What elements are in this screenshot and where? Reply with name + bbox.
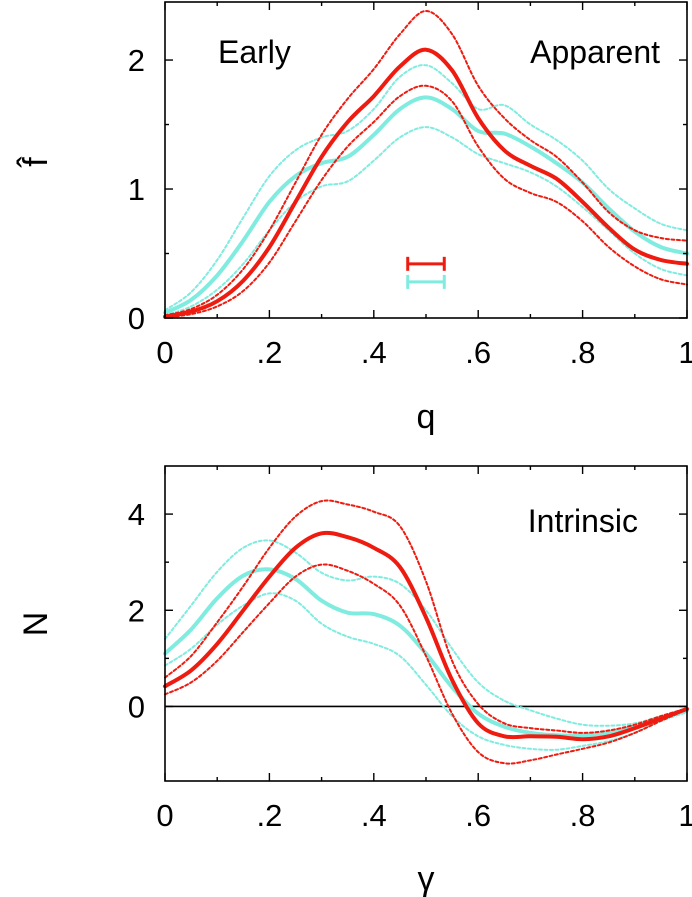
x-axis-label: γ — [418, 860, 435, 897]
x-tick-label: .6 — [465, 798, 491, 833]
y-axis-label: f̂ — [16, 156, 55, 168]
x-tick-label: 1 — [678, 335, 692, 370]
series-red-upper — [164, 499, 688, 734]
x-tick-label: 1 — [678, 798, 692, 833]
x-tick-label: .8 — [570, 798, 596, 833]
labels-layer: 0 .2 .4 .6 .8 1 0 1 2 — [128, 43, 692, 370]
y-tick-label: 4 — [128, 497, 145, 532]
y-axis-label: N — [17, 612, 55, 637]
series-cyan-upper — [164, 539, 688, 727]
series-red-upper — [164, 10, 688, 317]
x-tick-label: .4 — [361, 335, 387, 370]
x-tick-label: .4 — [361, 798, 387, 833]
series-layer — [163, 499, 689, 765]
x-tick-label: .8 — [570, 335, 596, 370]
y-tick-label: 0 — [128, 301, 145, 336]
y-tick-label: 2 — [128, 593, 145, 628]
annotation-early: Early — [218, 34, 291, 70]
error-bar-cyan — [406, 274, 446, 289]
series-cyan-median — [163, 95, 689, 315]
series-red-lower — [164, 84, 688, 319]
x-tick-label: .2 — [256, 798, 282, 833]
y-tick-label: 1 — [128, 172, 145, 207]
panel-intrinsic: 0 .2 .4 .6 .8 1 0 2 4 Intrinsic γ N — [17, 465, 692, 897]
series-cyan-upper — [164, 64, 688, 312]
series-layer — [163, 10, 689, 319]
series-cyan-lower — [164, 126, 688, 317]
labels-layer: 0 .2 .4 .6 .8 1 0 2 4 — [128, 497, 692, 833]
annotation-intrinsic: Intrinsic — [528, 503, 638, 539]
series-red-median — [163, 530, 689, 742]
y-tick-label: 2 — [128, 43, 145, 78]
ticks-layer — [164, 2, 688, 319]
x-tick-label: .6 — [465, 335, 491, 370]
series-cyan-median — [163, 567, 689, 738]
annotation-apparent: Apparent — [530, 34, 660, 70]
x-tick-label: 0 — [156, 335, 173, 370]
x-tick-label: 0 — [156, 798, 173, 833]
series-red-lower — [164, 563, 688, 765]
x-tick-label: .2 — [256, 335, 282, 370]
series-red-median — [163, 47, 689, 319]
ticks-layer — [164, 466, 688, 781]
x-axis-label: q — [417, 398, 436, 436]
error-bar-red — [406, 256, 446, 271]
y-tick-label: 0 — [128, 689, 145, 724]
panel-apparent: 0 .2 .4 .6 .8 1 0 1 2 Early Apparent q f̂ — [16, 1, 692, 436]
